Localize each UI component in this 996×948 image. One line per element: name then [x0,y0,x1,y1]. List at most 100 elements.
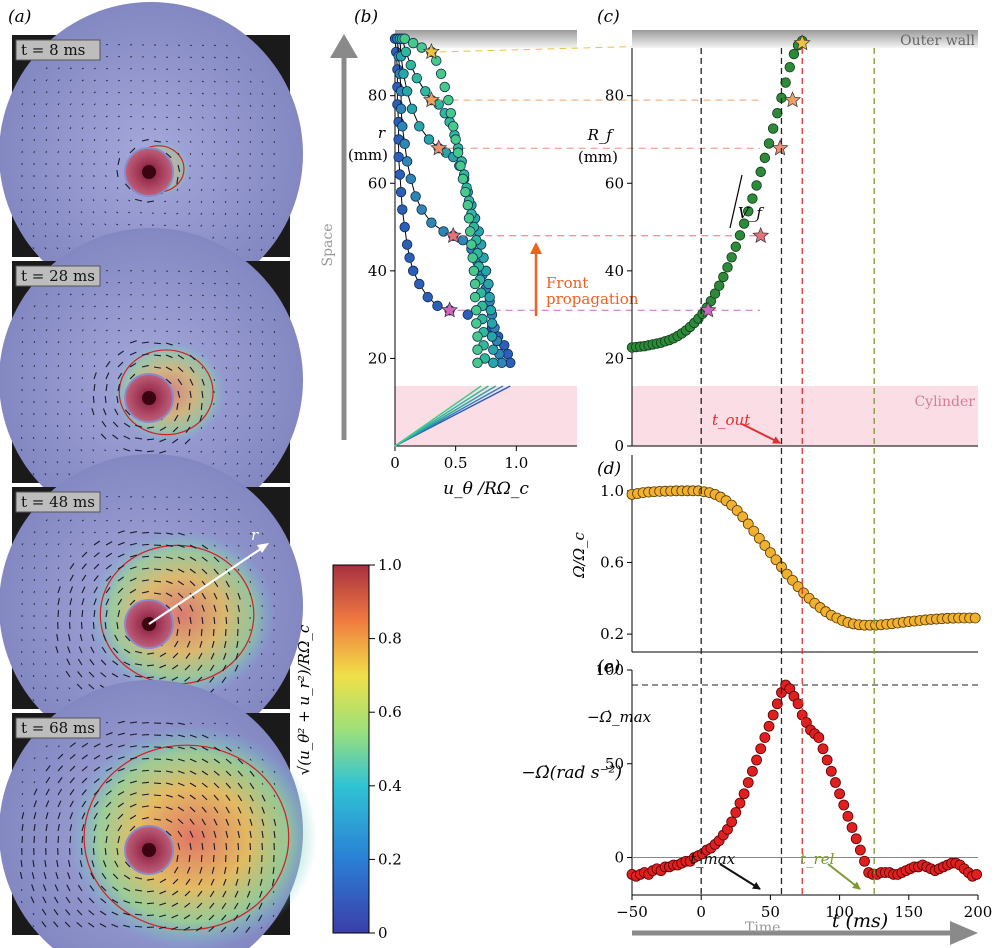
y-tick-label: 80 [605,87,624,105]
velocity-vector [69,305,72,308]
velocity-vector [105,564,112,570]
velocity-vector [273,782,276,785]
y-tick-label: 50 [605,755,624,773]
velocity-vector [69,67,72,70]
velocity-vector [171,902,179,907]
velocity-vector [153,782,162,785]
velocity-vector [261,354,264,358]
velocity-vector [116,187,119,190]
velocity-vector [112,660,119,666]
velocity-vector [177,568,185,573]
velocity-vector [249,342,252,345]
velocity-vector [177,152,180,155]
velocity-vector [80,211,83,214]
velocity-vector [248,474,251,477]
velocity-vector [273,556,276,559]
front-star [430,139,448,156]
velocity-vector [189,770,197,775]
profile-point [408,265,419,277]
velocity-vector [261,568,264,571]
profile-point [410,191,421,202]
velocity-vector [57,777,63,784]
velocity-vector [189,330,192,333]
velocity-vector [153,580,162,583]
velocity-vector [233,914,239,921]
velocity-vector [237,92,240,95]
velocity-vector [221,902,227,910]
velocity-vector [33,138,35,142]
velocity-vector [201,520,204,523]
velocity-vector [225,56,228,59]
velocity-vector [201,722,204,725]
velocity-vector [260,664,263,668]
velocity-vector [91,634,95,642]
velocity-vector [177,306,181,308]
velocity-vector [117,127,120,130]
front-radius-point [767,123,779,134]
y-axis-label-unit: (mm) [578,148,618,166]
velocity-vector [117,767,125,772]
velocity-vector [45,198,47,202]
profile-point [486,318,498,329]
velocity-vector [117,720,125,724]
velocity-vector [81,150,83,154]
panel-label-e: (e) [597,657,620,677]
velocity-vector [236,212,239,215]
velocity-vector [93,127,96,130]
velocity-vector [159,902,167,906]
velocity-vector [116,211,119,214]
velocity-vector [224,450,227,453]
velocity-vector [93,789,100,796]
x-tick-label: 0 [390,454,400,472]
velocity-vector [165,830,172,837]
velocity-vector [249,330,252,333]
velocity-vector [93,139,96,142]
velocity-vector [44,687,47,690]
velocity-vector [165,544,173,548]
velocity-vector [224,426,227,430]
omega-point [759,540,771,551]
velocity-vector [32,675,35,678]
y-tick-label: 60 [605,174,624,192]
velocity-vector [93,317,96,320]
omega-dot-point [726,816,738,828]
velocity-vector [117,520,121,522]
velocity-vector [189,758,197,763]
velocity-vector [92,449,95,452]
velocity-vector [93,552,100,558]
cylinder-label: Cylinder [914,394,975,410]
velocity-vector [237,782,243,789]
velocity-vector [117,372,123,380]
velocity-vector [129,554,137,558]
velocity-vector [68,198,71,202]
velocity-vector [135,198,143,202]
velocity-vector [225,354,228,357]
velocity-vector [114,408,119,416]
velocity-vector [81,551,88,558]
velocity-vector [225,818,230,826]
velocity-vector [237,282,240,285]
profile-point [439,81,450,93]
velocity-vector [177,580,185,586]
velocity-vector [235,878,239,886]
velocity-vector [80,199,83,202]
velocity-vector [165,782,173,786]
velocity-vector [225,556,228,559]
velocity-vector [201,818,207,826]
front-star [771,139,789,156]
velocity-vector [112,434,119,440]
velocity-vector [93,778,100,784]
front-radius-point [747,193,758,204]
velocity-vector [200,426,203,429]
velocity-vector [135,650,143,654]
velocity-vector [212,854,215,863]
velocity-vector [189,390,192,398]
velocity-vector [135,876,143,880]
velocity-vector [186,866,191,874]
velocity-vector [57,579,60,582]
velocity-vector [261,306,264,309]
front-radius-point [772,107,783,119]
velocity-vector [68,699,71,702]
velocity-vector [21,436,23,440]
velocity-vector [33,341,36,344]
